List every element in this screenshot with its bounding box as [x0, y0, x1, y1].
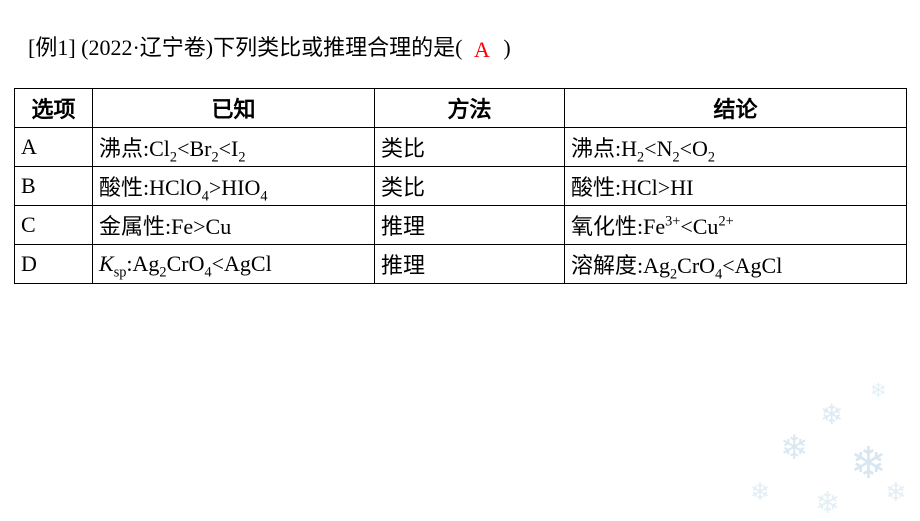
snowflake-icon: ❄: [850, 438, 887, 489]
header-option: 选项: [15, 89, 93, 128]
cell-method: 推理: [375, 206, 565, 245]
question-stem: [例1] (2022·辽宁卷)下列类比或推理合理的是( A ): [28, 30, 511, 62]
snowflake-icon: ❄: [870, 378, 887, 403]
snowflake-icon: ❄: [780, 428, 809, 468]
header-method: 方法: [375, 89, 565, 128]
cell-method: 类比: [375, 128, 565, 167]
table-row: DKsp:Ag2CrO4<AgCl推理溶解度:Ag2CrO4<AgCl: [15, 245, 907, 284]
cell-method: 类比: [375, 167, 565, 206]
table-row: C金属性:Fe>Cu推理氧化性:Fe3+<Cu2+: [15, 206, 907, 245]
table-header-row: 选项 已知 方法 结论: [15, 89, 907, 128]
cell-option: A: [15, 128, 93, 167]
cell-method: 推理: [375, 245, 565, 284]
cell-conclusion: 溶解度:Ag2CrO4<AgCl: [565, 245, 907, 284]
snowflake-icon: ❄: [750, 478, 770, 507]
answer-letter: A: [474, 37, 490, 62]
options-table: 选项 已知 方法 结论 A沸点:Cl2<Br2<I2类比沸点:H2<N2<O2B…: [14, 88, 907, 284]
cell-known: 沸点:Cl2<Br2<I2: [93, 128, 375, 167]
cell-known: 金属性:Fe>Cu: [93, 206, 375, 245]
snowflake-icon: ❄: [815, 486, 840, 521]
table-row: B酸性:HClO4>HIO4类比酸性:HCl>HI: [15, 167, 907, 206]
snowflake-decoration: ❄❄❄❄❄❄❄: [720, 368, 920, 518]
cell-conclusion: 酸性:HCl>HI: [565, 167, 907, 206]
header-known: 已知: [93, 89, 375, 128]
cell-option: B: [15, 167, 93, 206]
cell-option: D: [15, 245, 93, 284]
snowflake-icon: ❄: [820, 398, 843, 432]
header-conclusion: 结论: [565, 89, 907, 128]
question-prefix: [例1] (2022·辽宁卷)下列类比或推理合理的是(: [28, 35, 462, 60]
cell-option: C: [15, 206, 93, 245]
cell-known: 酸性:HClO4>HIO4: [93, 167, 375, 206]
cell-known: Ksp:Ag2CrO4<AgCl: [93, 245, 375, 284]
table-row: A沸点:Cl2<Br2<I2类比沸点:H2<N2<O2: [15, 128, 907, 167]
cell-conclusion: 氧化性:Fe3+<Cu2+: [565, 206, 907, 245]
cell-conclusion: 沸点:H2<N2<O2: [565, 128, 907, 167]
question-suffix: ): [503, 35, 510, 60]
snowflake-icon: ❄: [885, 478, 907, 508]
